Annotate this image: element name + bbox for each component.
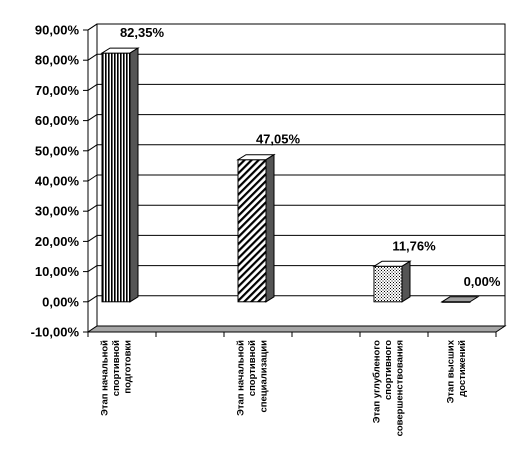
- category-label-line: Этап высших: [445, 339, 456, 403]
- category-label: Этап углубленого спортивного совершенствов…: [372, 340, 406, 437]
- gridlines: [87, 23, 506, 333]
- y-tick-label: 0,00%: [42, 294, 79, 309]
- bar: [101, 52, 131, 303]
- category-label-line: совершенствования: [395, 340, 406, 436]
- category-label-line: достижений: [457, 340, 468, 397]
- category-labels: Этап начальной спортивной подготовки Этап н…: [100, 339, 468, 436]
- gridline-side: [87, 265, 98, 273]
- data-label: 0,00%: [464, 274, 501, 289]
- gridline-side: [87, 114, 98, 122]
- y-tick-label: 40,00%: [35, 174, 80, 189]
- gridline-side: [87, 234, 98, 242]
- bar-side: [129, 47, 139, 303]
- data-labels: 82,35% 47,05% 11,76% 0,00%: [120, 25, 501, 289]
- category-label-line: Этап начальной: [100, 340, 111, 416]
- category-label-line: Этап начальной: [236, 340, 247, 416]
- gridline-side: [87, 174, 98, 182]
- y-tick-label: 50,00%: [35, 143, 80, 158]
- category-label-line: спортивного: [383, 340, 394, 400]
- y-tick-label: 10,00%: [35, 264, 80, 279]
- gridline-side: [87, 295, 98, 303]
- gridline-side: [87, 53, 98, 61]
- bar: [373, 265, 403, 303]
- y-tick-label: 20,00%: [35, 234, 80, 249]
- chart-floor: [86, 325, 507, 337]
- bars: [100, 47, 480, 303]
- category-label-line: специализации: [259, 340, 270, 413]
- floor-top: [86, 325, 507, 333]
- y-tick-label: 90,00%: [35, 23, 80, 38]
- gridline-side: [87, 204, 98, 212]
- category-label-line: подготовки: [123, 340, 134, 394]
- bar-side: [401, 260, 411, 303]
- bar-side: [265, 153, 275, 303]
- data-label: 47,05%: [256, 132, 301, 147]
- category-label-line: Этап углубленого: [372, 340, 383, 423]
- category-label: Этап начальной спортивной специализации: [236, 340, 270, 416]
- y-tick-label: 60,00%: [35, 113, 80, 128]
- data-label: 82,35%: [120, 25, 165, 40]
- category-label: Этап начальной спортивной подготовки: [100, 340, 134, 416]
- y-tick-label: -10,00%: [31, 325, 80, 340]
- bar: [237, 159, 267, 303]
- y-axis: -10,00% 0,00% 10,00% 20,00% 30,00% 40,00% 50,0…: [31, 23, 98, 340]
- bar-top: [440, 296, 480, 303]
- data-label: 11,76%: [392, 238, 436, 253]
- category-label: Этап высших достижений: [445, 339, 468, 403]
- category-label-line: спортивной: [111, 340, 122, 396]
- y-tick-label: 30,00%: [35, 204, 80, 219]
- gridline-side: [87, 83, 98, 91]
- gridline-side: [87, 144, 98, 152]
- y-tick-label: 80,00%: [35, 53, 80, 68]
- category-label-line: спортивной: [247, 340, 258, 396]
- top-side-edge: [87, 23, 98, 31]
- y-tick-label: 70,00%: [35, 83, 80, 98]
